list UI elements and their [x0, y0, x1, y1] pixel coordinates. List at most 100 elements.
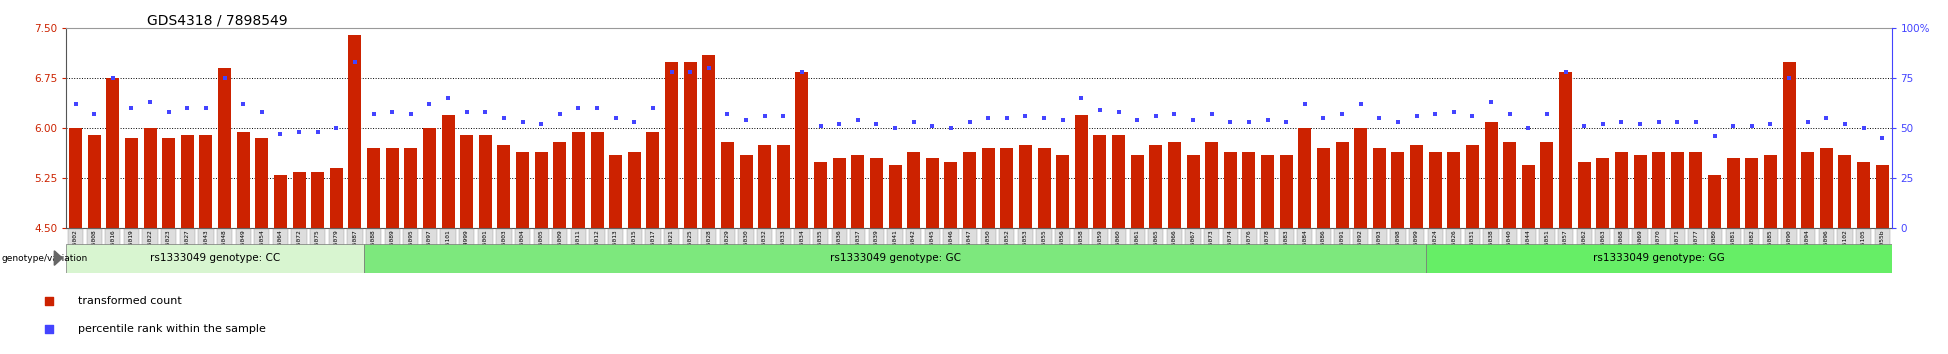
Point [1438, 109, 1469, 115]
Bar [1802, 152, 1814, 228]
Point [637, 105, 668, 111]
Bar [721, 142, 734, 228]
Bar [1093, 135, 1106, 228]
Point [1383, 120, 1414, 125]
Text: GSM955098: GSM955098 [1395, 229, 1401, 263]
Text: GSM955065: GSM955065 [1153, 229, 1159, 263]
FancyBboxPatch shape [869, 229, 884, 269]
Bar [945, 162, 958, 228]
Text: GSM955055b: GSM955055b [1880, 229, 1886, 267]
Point [972, 115, 1003, 121]
Bar [1169, 142, 1180, 228]
Bar [1541, 142, 1553, 228]
Text: GSM955045: GSM955045 [929, 229, 935, 263]
Text: GSM955067: GSM955067 [1190, 229, 1196, 263]
FancyBboxPatch shape [1260, 229, 1276, 269]
Point [1849, 126, 1880, 131]
Bar [1782, 62, 1796, 228]
Bar [590, 132, 604, 228]
Bar [888, 165, 902, 228]
FancyBboxPatch shape [1521, 229, 1535, 269]
FancyBboxPatch shape [1093, 229, 1108, 269]
Point [1755, 121, 1786, 127]
Point [395, 112, 427, 117]
FancyBboxPatch shape [1130, 229, 1145, 269]
Text: GSM955086: GSM955086 [1321, 229, 1327, 263]
FancyBboxPatch shape [906, 229, 921, 269]
Text: GSM955019: GSM955019 [129, 229, 134, 263]
FancyBboxPatch shape [1428, 229, 1443, 269]
FancyBboxPatch shape [664, 229, 680, 269]
Point [1085, 108, 1116, 113]
Text: GSM955064: GSM955064 [279, 229, 282, 263]
Point [452, 109, 483, 115]
Bar [1578, 162, 1592, 228]
Bar [1336, 142, 1348, 228]
Bar [1708, 175, 1722, 228]
Point [376, 109, 407, 115]
Bar [1595, 158, 1609, 228]
FancyBboxPatch shape [1354, 229, 1367, 269]
FancyBboxPatch shape [1241, 229, 1256, 269]
FancyBboxPatch shape [1371, 229, 1387, 269]
Text: GSM955090: GSM955090 [1786, 229, 1792, 263]
Bar [88, 135, 101, 228]
Text: GSM955102: GSM955102 [1843, 229, 1847, 263]
FancyBboxPatch shape [310, 229, 325, 269]
Text: GSM955087: GSM955087 [353, 229, 356, 263]
Text: GSM955008: GSM955008 [92, 229, 97, 263]
Bar [740, 155, 752, 228]
FancyBboxPatch shape [551, 229, 567, 269]
FancyBboxPatch shape [1278, 229, 1293, 269]
Text: GSM955011: GSM955011 [577, 229, 581, 263]
FancyBboxPatch shape [125, 229, 138, 269]
Point [1568, 124, 1599, 129]
Point [228, 102, 259, 107]
Text: GSM955017: GSM955017 [651, 229, 655, 263]
FancyBboxPatch shape [849, 229, 865, 269]
Text: rs1333049 genotype: CC: rs1333049 genotype: CC [150, 253, 281, 263]
Bar [199, 135, 212, 228]
Text: GSM955051: GSM955051 [1545, 229, 1549, 263]
Text: GSM955085: GSM955085 [1769, 229, 1773, 263]
Point [768, 114, 799, 119]
Bar [1876, 165, 1890, 228]
Text: GSM955005: GSM955005 [540, 229, 543, 263]
Point [432, 96, 464, 101]
Point [842, 118, 873, 123]
FancyBboxPatch shape [962, 229, 978, 269]
Text: GSM955023: GSM955023 [166, 229, 171, 263]
Bar [423, 129, 436, 228]
Point [1475, 99, 1506, 105]
Text: GSM955056: GSM955056 [1060, 229, 1066, 263]
Bar [999, 148, 1013, 228]
Point [1270, 120, 1301, 125]
FancyBboxPatch shape [86, 229, 101, 269]
Text: GSM955012: GSM955012 [594, 229, 600, 263]
Point [1642, 120, 1673, 125]
Bar [908, 152, 919, 228]
Point [154, 109, 185, 115]
Bar [1447, 152, 1461, 228]
Text: GSM954999: GSM954999 [464, 229, 469, 263]
Bar [1558, 72, 1572, 228]
Text: GSM955035: GSM955035 [818, 229, 824, 263]
Text: GSM955050: GSM955050 [986, 229, 992, 263]
Point [1122, 118, 1153, 123]
FancyBboxPatch shape [943, 229, 958, 269]
Bar [329, 169, 343, 228]
FancyBboxPatch shape [364, 244, 1426, 273]
FancyBboxPatch shape [1186, 229, 1200, 269]
FancyBboxPatch shape [1576, 229, 1592, 269]
Text: GSM955002: GSM955002 [72, 229, 78, 263]
Text: GSM955057: GSM955057 [1562, 229, 1568, 263]
Bar [442, 115, 454, 228]
FancyBboxPatch shape [1315, 229, 1330, 269]
Text: GSM955048: GSM955048 [222, 229, 228, 263]
Bar [627, 152, 641, 228]
Text: GSM955016: GSM955016 [111, 229, 115, 263]
Point [208, 75, 240, 81]
Point [992, 115, 1023, 121]
Bar [366, 148, 380, 228]
Text: GSM955093: GSM955093 [1377, 229, 1381, 263]
